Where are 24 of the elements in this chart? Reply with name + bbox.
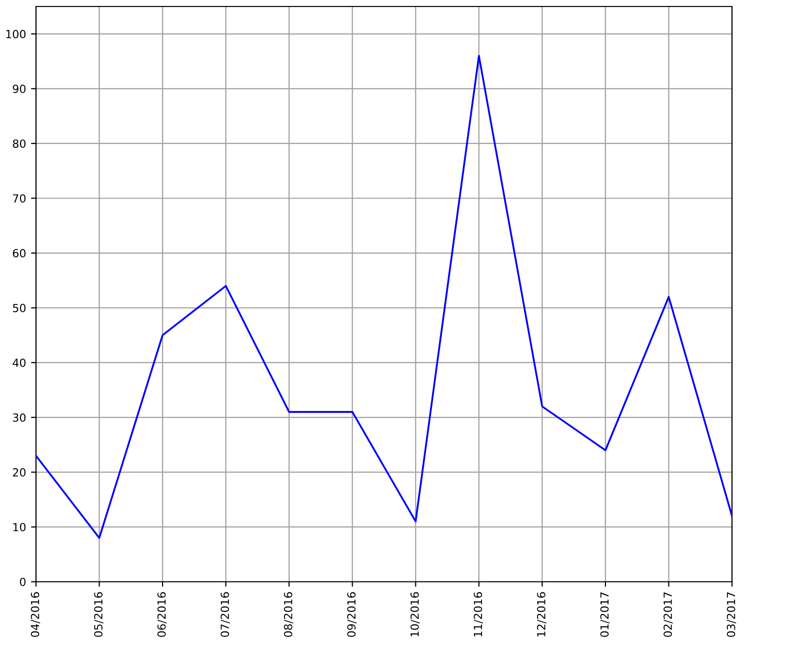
x-tick-label: 02/2017 bbox=[664, 592, 673, 637]
y-tick-label: 100 bbox=[6, 30, 26, 38]
x-tick-label: 06/2016 bbox=[157, 592, 167, 637]
line-series bbox=[36, 54, 732, 539]
y-tick-label: 50 bbox=[12, 304, 26, 312]
y-tick-label: 0 bbox=[20, 578, 26, 586]
y-tick-label: 70 bbox=[13, 194, 26, 203]
x-tick-label: 12/2016 bbox=[537, 592, 546, 636]
y-tick-label: 60 bbox=[12, 249, 26, 258]
x-tick-label: 04/2016 bbox=[30, 592, 40, 637]
x-tick-label: 05/2016 bbox=[94, 592, 104, 637]
x-tick-label: 07/2016 bbox=[220, 592, 230, 637]
x-tick-label: 01/2017 bbox=[600, 592, 610, 637]
y-tick-label: 10 bbox=[13, 522, 26, 532]
x-tick-label: 10/2016 bbox=[410, 592, 420, 636]
x-tick-label: 11/2016 bbox=[474, 592, 484, 636]
x-tick-label: 03/2017 bbox=[726, 592, 736, 637]
y-tick-label: 90 bbox=[12, 84, 26, 94]
y-tick-label: 20 bbox=[12, 468, 26, 477]
y-tick-label: 30 bbox=[12, 413, 26, 422]
x-tick-label: 08/2016 bbox=[284, 592, 294, 637]
y-tick-label: 80 bbox=[12, 139, 26, 148]
x-tick-label: 09/2016 bbox=[347, 592, 356, 637]
y-tick-label: 40 bbox=[12, 358, 26, 367]
